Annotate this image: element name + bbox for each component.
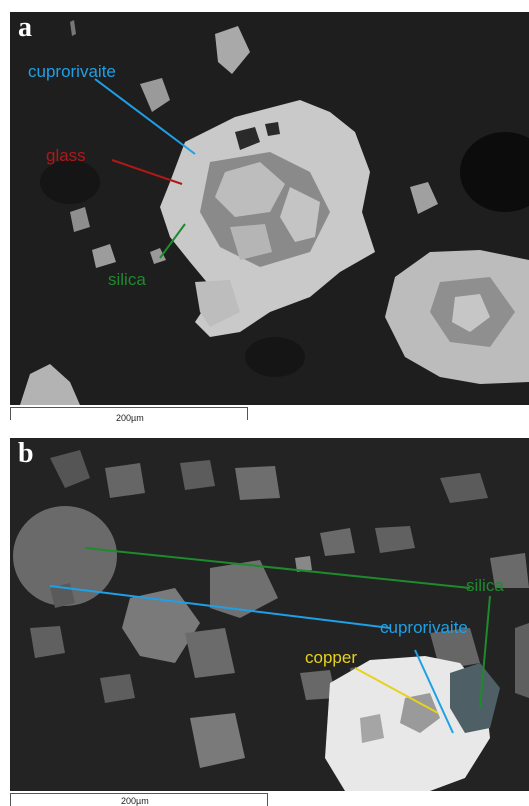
- panel-b-image: [10, 438, 529, 791]
- scale-bar-label-a: 200µm: [116, 413, 144, 423]
- copper-label: copper: [305, 648, 357, 667]
- copper-leader-line: [354, 667, 439, 714]
- silica-leader-line-b1: [84, 547, 471, 589]
- panel-b-letter: b: [18, 438, 34, 469]
- silica-leader-line-a: [159, 223, 186, 259]
- cuprorivaite-label-a: cuprorivaite: [28, 62, 116, 81]
- panel-a-letter: a: [18, 12, 32, 43]
- panel-a-image: [10, 12, 529, 405]
- cuprorivaite-leader-line-a: [94, 78, 196, 155]
- silica-leader-line-b2: [479, 595, 491, 709]
- scale-bar-label-b: 200µm: [121, 796, 149, 806]
- scale-bar-b: [10, 793, 268, 806]
- micrograph-panel-a: a cuprorivaite glass silica: [10, 12, 529, 405]
- glass-label: glass: [46, 146, 86, 165]
- scale-bar-a: [10, 407, 248, 420]
- cuprorivaite-leader-line-b2: [414, 649, 454, 734]
- cuprorivaite-label-b: cuprorivaite: [380, 618, 468, 637]
- silica-label-a: silica: [108, 270, 146, 289]
- glass-leader-line: [111, 159, 183, 185]
- silica-label-b: silica: [466, 576, 504, 595]
- cuprorivaite-leader-line-b1: [49, 585, 391, 629]
- micrograph-panel-b: b silica cuprorivaite copper: [10, 438, 529, 791]
